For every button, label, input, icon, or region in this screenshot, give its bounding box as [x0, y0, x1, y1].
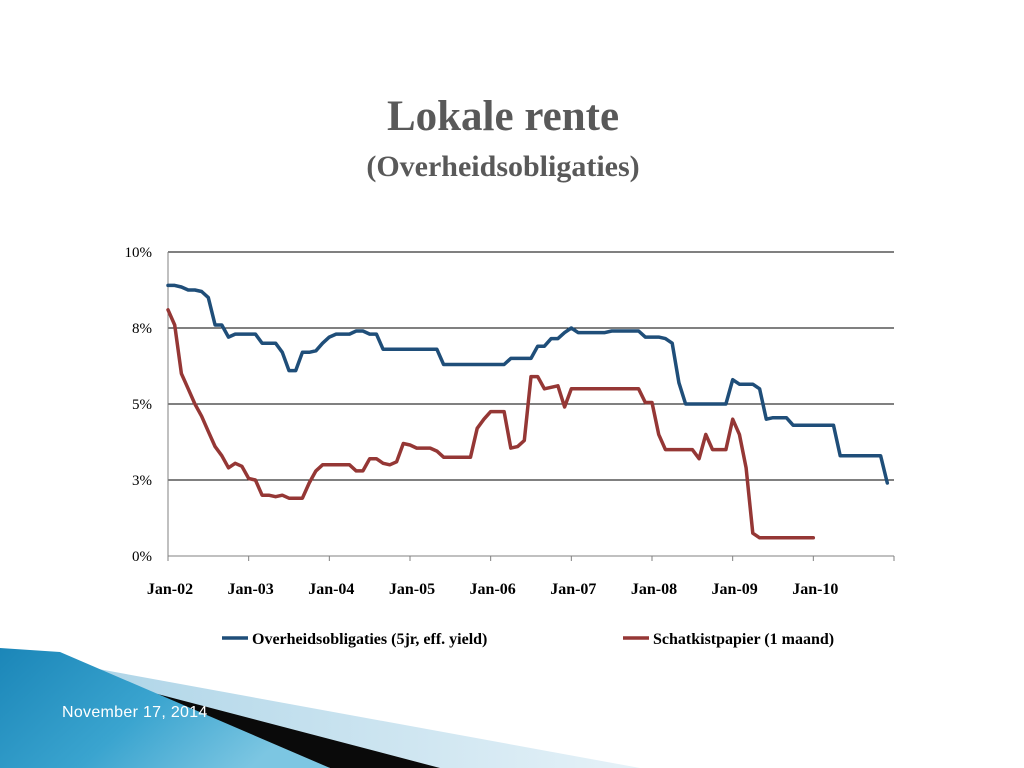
series-line-1 — [166, 283, 890, 485]
x-tick-label: Jan-06 — [470, 581, 516, 598]
slide-subtitle: (Overheidsobligaties) — [366, 150, 640, 183]
x-tick-label: Jan-04 — [308, 581, 354, 598]
y-tick-label: 0% — [132, 549, 152, 565]
legend-label: Overheidsobligaties (5jr, eff. yield) — [252, 631, 487, 648]
slide-title: Lokale rente — [386, 93, 620, 140]
x-axis-tick-labels: Jan-02 Jan-03 Jan-04 Jan-05 Jan-06 Jan-07 Jan-… — [147, 581, 839, 598]
y-tick-label: 10% — [125, 245, 153, 261]
gridlines — [168, 251, 894, 481]
legend: Overheidsobligaties (5jr, eff. yield) Sch… — [222, 631, 834, 648]
y-tick-label: 5% — [132, 397, 152, 413]
x-tick-label: Jan-09 — [712, 581, 758, 598]
series-lines — [166, 283, 890, 540]
teal-swoosh — [0, 648, 330, 768]
x-tick-label: Jan-02 — [147, 581, 193, 598]
x-tick-label: Jan-08 — [631, 581, 677, 598]
x-axis-ticks — [167, 556, 895, 561]
legend-label: Schatkistpapier (1 maand) — [653, 631, 834, 648]
y-tick-label: 3% — [132, 473, 152, 489]
line-chart: 0%3%5%8%10% Jan-02 Jan-03 Jan-04 Jan-05 Jan-… — [125, 245, 895, 648]
x-tick-label: Jan-10 — [792, 581, 838, 598]
y-axis-tick-labels: 0% 3% 5% 8% 10% — [125, 245, 153, 565]
y-tick-label: 8% — [132, 321, 152, 337]
slide-date: November 17, 2014 — [62, 704, 208, 721]
x-tick-label: Jan-05 — [389, 581, 435, 598]
series-line-2 — [166, 308, 816, 540]
x-tick-label: Jan-07 — [550, 581, 596, 598]
x-tick-label: Jan-03 — [228, 581, 274, 598]
pale-blue-swoosh — [40, 662, 640, 768]
